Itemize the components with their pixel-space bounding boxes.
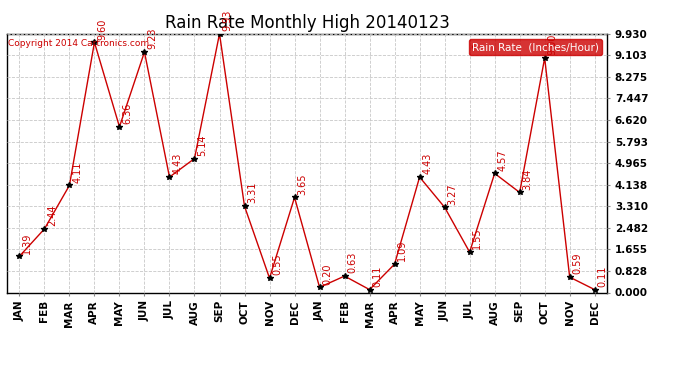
Text: 6.36: 6.36 [122, 103, 132, 124]
Text: 4.11: 4.11 [72, 161, 82, 183]
Text: 0.59: 0.59 [573, 253, 582, 274]
Text: 9.00: 9.00 [547, 34, 558, 55]
Text: 0.55: 0.55 [273, 254, 282, 275]
Text: 0.11: 0.11 [598, 266, 607, 287]
Text: 9.93: 9.93 [222, 10, 233, 31]
Text: 4.57: 4.57 [497, 149, 507, 171]
Text: 4.43: 4.43 [422, 153, 433, 174]
Text: 1.09: 1.09 [397, 240, 407, 261]
Text: 4.43: 4.43 [172, 153, 182, 174]
Text: 5.14: 5.14 [197, 134, 207, 156]
Text: 0.11: 0.11 [373, 266, 382, 287]
Text: 1.39: 1.39 [22, 232, 32, 254]
Text: 3.31: 3.31 [247, 182, 257, 204]
Text: 0.20: 0.20 [322, 263, 333, 285]
Text: 1.55: 1.55 [473, 228, 482, 249]
Text: 9.23: 9.23 [147, 28, 157, 49]
Text: 3.84: 3.84 [522, 168, 533, 190]
Text: 3.27: 3.27 [447, 183, 457, 204]
Title: Rain Rate Monthly High 20140123: Rain Rate Monthly High 20140123 [165, 14, 449, 32]
Text: 0.63: 0.63 [347, 252, 357, 273]
Text: 2.44: 2.44 [47, 205, 57, 226]
Text: Copyright 2014 Cartronics.com: Copyright 2014 Cartronics.com [8, 39, 149, 48]
Legend: Rain Rate  (Inches/Hour): Rain Rate (Inches/Hour) [469, 39, 602, 55]
Text: 9.60: 9.60 [97, 18, 107, 40]
Text: 3.65: 3.65 [297, 173, 307, 195]
